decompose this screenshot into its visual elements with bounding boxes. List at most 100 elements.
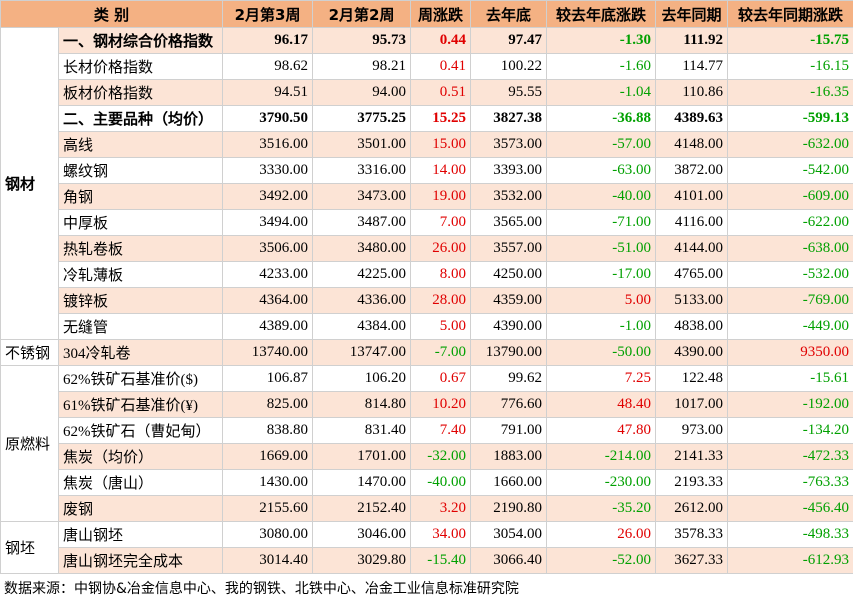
value-cell: 3565.00 [471,210,547,236]
value-cell: 3029.80 [313,548,411,574]
value-cell: -40.00 [411,470,471,496]
item-name: 62%铁矿石（曹妃甸） [59,418,223,444]
value-cell: 3080.00 [223,522,313,548]
value-cell: 97.47 [471,28,547,54]
value-cell: 1883.00 [471,444,547,470]
value-cell: 8.00 [411,262,471,288]
value-cell: 3573.00 [471,132,547,158]
value-cell: 3557.00 [471,236,547,262]
value-cell: 4116.00 [656,210,728,236]
header-cell: 去年同期 [656,1,728,28]
value-cell: 5.00 [547,288,656,314]
value-cell: -532.00 [728,262,853,288]
value-cell: 1660.00 [471,470,547,496]
value-cell: 4765.00 [656,262,728,288]
value-cell: 4389.63 [656,106,728,132]
value-cell: 3480.00 [313,236,411,262]
value-cell: 3487.00 [313,210,411,236]
value-cell: 791.00 [471,418,547,444]
value-cell: 3775.25 [313,106,411,132]
item-name: 高线 [59,132,223,158]
value-cell: -71.00 [547,210,656,236]
value-cell: -57.00 [547,132,656,158]
value-cell: 15.25 [411,106,471,132]
value-cell: 3790.50 [223,106,313,132]
value-cell: -17.00 [547,262,656,288]
value-cell: -32.00 [411,444,471,470]
value-cell: 4359.00 [471,288,547,314]
item-name: 304冷轧卷 [59,340,223,366]
value-cell: 1470.00 [313,470,411,496]
value-cell: -52.00 [547,548,656,574]
value-cell: 13790.00 [471,340,547,366]
item-name: 镀锌板 [59,288,223,314]
item-name: 62%铁矿石基准价($) [59,366,223,392]
item-name: 热轧卷板 [59,236,223,262]
value-cell: 2612.00 [656,496,728,522]
value-cell: 48.40 [547,392,656,418]
value-cell: 95.73 [313,28,411,54]
item-name: 二、主要品种（均价） [59,106,223,132]
value-cell: 100.22 [471,54,547,80]
value-cell: -40.00 [547,184,656,210]
value-cell: 3501.00 [313,132,411,158]
value-cell: -1.00 [547,314,656,340]
item-name: 61%铁矿石基准价(¥) [59,392,223,418]
value-cell: 3066.40 [471,548,547,574]
value-cell: 825.00 [223,392,313,418]
value-cell: -134.20 [728,418,853,444]
item-name: 冷轧薄板 [59,262,223,288]
value-cell: 4233.00 [223,262,313,288]
value-cell: 94.51 [223,80,313,106]
group-cell: 钢材 [1,28,59,340]
value-cell: -542.00 [728,158,853,184]
value-cell: -15.40 [411,548,471,574]
value-cell: 96.17 [223,28,313,54]
value-cell: 4364.00 [223,288,313,314]
value-cell: 14.00 [411,158,471,184]
value-cell: 99.62 [471,366,547,392]
value-cell: -7.00 [411,340,471,366]
value-cell: 13740.00 [223,340,313,366]
value-cell: 4101.00 [656,184,728,210]
value-cell: 95.55 [471,80,547,106]
value-cell: 4384.00 [313,314,411,340]
value-cell: 4838.00 [656,314,728,340]
value-cell: 28.00 [411,288,471,314]
value-cell: 3.20 [411,496,471,522]
value-cell: 2190.80 [471,496,547,522]
item-name: 焦炭（均价） [59,444,223,470]
value-cell: -35.20 [547,496,656,522]
value-cell: -1.04 [547,80,656,106]
group-cell: 不锈钢 [1,340,59,366]
item-name: 无缝管 [59,314,223,340]
value-cell: 4148.00 [656,132,728,158]
value-cell: 814.80 [313,392,411,418]
group-cell: 钢坯 [1,522,59,574]
item-name: 中厚板 [59,210,223,236]
value-cell: 0.51 [411,80,471,106]
source-note: 数据来源：中钢协&冶金信息中心、我的钢铁、北铁中心、冶金工业信息标准研究院 [0,574,853,601]
item-name: 焦炭（唐山） [59,470,223,496]
value-cell: 15.00 [411,132,471,158]
value-cell: 2152.40 [313,496,411,522]
value-cell: -192.00 [728,392,853,418]
value-cell: -214.00 [547,444,656,470]
item-name: 螺纹钢 [59,158,223,184]
value-cell: 4225.00 [313,262,411,288]
value-cell: 26.00 [547,522,656,548]
header-cell: 2月第3周 [223,1,313,28]
value-cell: 3014.40 [223,548,313,574]
